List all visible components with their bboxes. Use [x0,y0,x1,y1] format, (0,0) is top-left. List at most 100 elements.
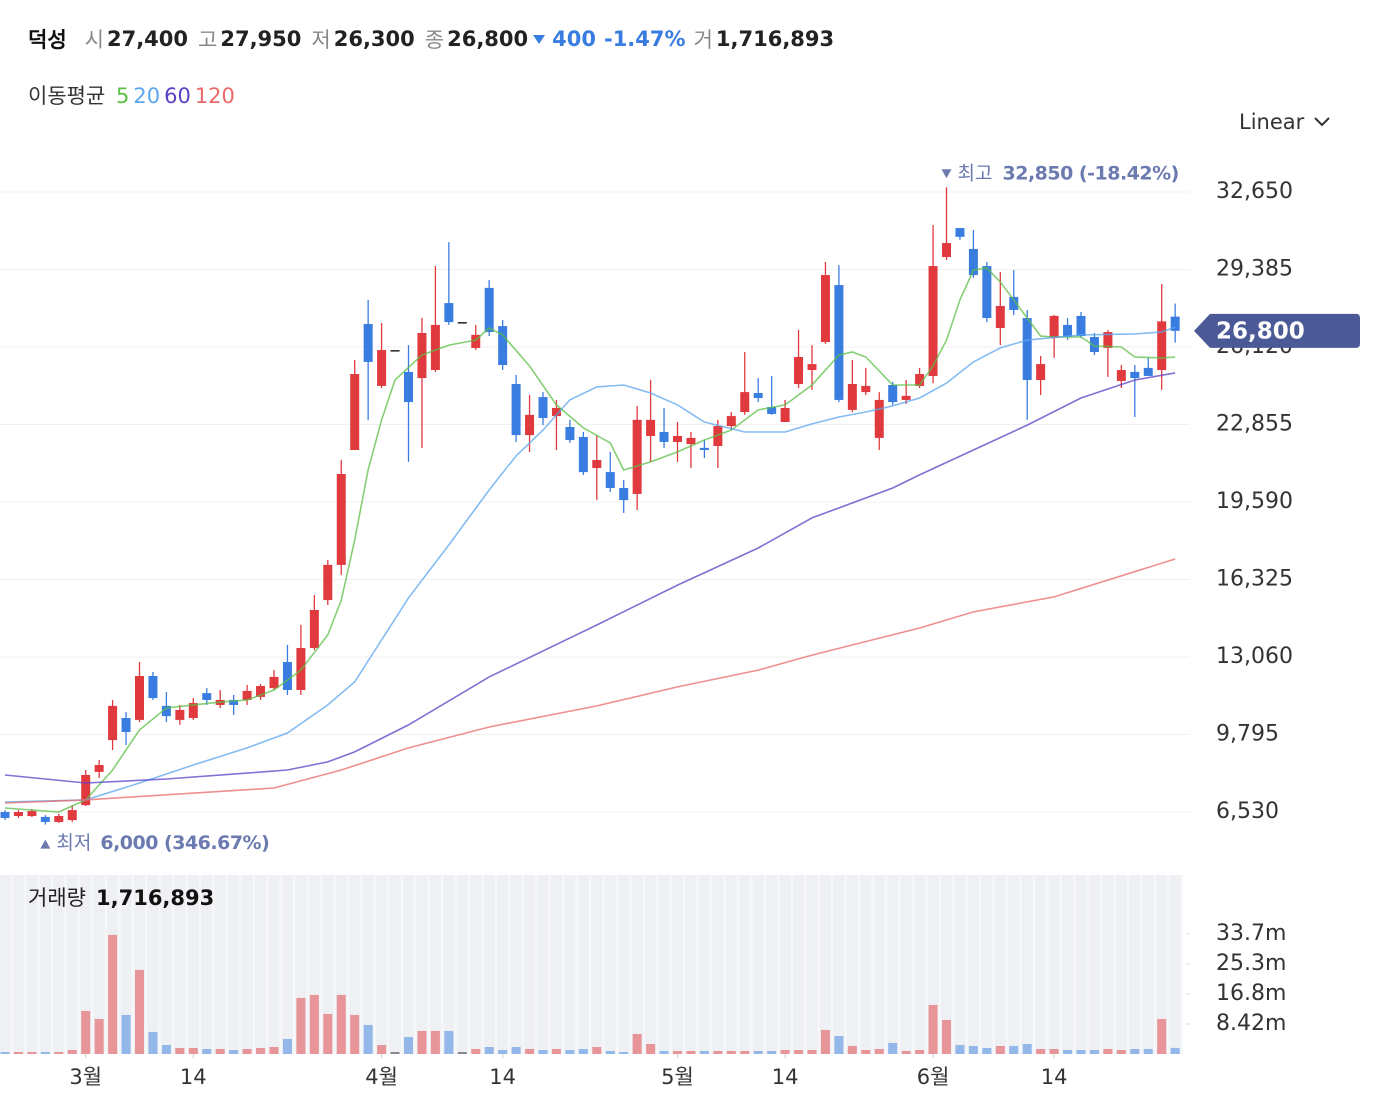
candle-body [350,374,360,451]
volume-slot [658,875,670,1054]
candle-body [148,675,158,699]
x-tick-label: 14 [1041,1065,1068,1089]
volume-bar [1036,1049,1046,1054]
volume-slot [268,875,280,1054]
volume-bar [229,1050,239,1054]
volume-slot [739,875,751,1054]
candle-body [323,564,333,601]
x-tick-label: 6월 [917,1065,950,1089]
volume-tick-label: 16.8m [1216,981,1286,1006]
candle-body [269,676,279,689]
volume-bar [336,994,346,1054]
candle-body [27,811,37,817]
high-text: 32,850 (-18.42%) [1003,163,1179,185]
volume-slot [147,875,159,1054]
volume-slot [322,875,334,1054]
legend-title: 이동평균 [28,84,106,108]
volume-bar [215,1049,225,1054]
scale-option[interactable]: Linear [1239,110,1305,134]
y-tick-label: 32,650 [1216,179,1293,204]
candle-body [511,384,521,436]
candle-body [955,228,965,237]
low-arrow [40,839,51,849]
candle-body [1143,367,1153,376]
candle-body [54,816,64,822]
candle-body [605,472,615,488]
volume-bar [632,1033,642,1054]
candle-body [659,431,669,442]
volume-slot [134,875,145,1054]
volume-slot [308,875,320,1054]
label: 고 [198,28,218,52]
high-label: 최고 [958,163,993,185]
scale-dropdown[interactable]: Linear [1239,110,1334,134]
candle-body [81,774,91,806]
volume-bar [619,1052,629,1054]
volume-bar [471,1049,481,1054]
volume-slot [80,875,92,1054]
volume-bar [646,1043,656,1054]
volume-slot [483,875,495,1054]
volume-slot [914,875,926,1054]
volume-slot [241,875,253,1054]
candle-body [0,812,10,818]
volume-bar [874,1049,884,1054]
volume-slot [26,875,38,1054]
volume-slot [873,875,885,1054]
volume-bar [955,1044,965,1054]
volume-bar [995,1045,1005,1054]
price-tag [1194,313,1360,348]
volume-bar [1063,1050,1073,1054]
volume-bar [1022,1043,1032,1054]
candle-body [229,699,239,705]
candle-body [861,385,871,393]
volume-tick-label: 25.3m [1216,951,1286,976]
candle-body [820,275,830,343]
ma-line [4,326,1176,803]
volume-slot [631,875,643,1054]
volume-bar [161,1044,171,1054]
volume-slot [443,875,455,1054]
volume-slot [66,875,78,1054]
candle-body [1130,371,1140,379]
volume-slot [967,875,979,1054]
volume-slot [160,875,172,1054]
candle-body [242,690,252,700]
volume-slot [1129,875,1141,1054]
volume-slot [228,875,240,1054]
volume-slot [564,875,576,1054]
volume-title: 거래량 [28,886,86,910]
volume-slot [376,875,388,1054]
candle-body [888,384,898,403]
candle-body [699,447,709,451]
volume-slot [39,875,51,1054]
volume-slot [1169,875,1181,1054]
volume-slot [981,875,993,1054]
volume-bar [794,1050,804,1054]
low-text: 6,000 (346.67%) [100,832,269,854]
volume-bar [565,1050,575,1054]
label: 시 [84,28,104,52]
label: 거 [693,28,713,52]
candle-body [471,334,481,348]
volume-bar [121,1014,131,1054]
volume-bar [780,1050,790,1054]
candle-body [188,703,198,719]
volume-bar [847,1045,857,1054]
legend-entry: 60 [164,84,191,108]
x-tick-label: 3월 [69,1065,102,1089]
volume-bar [417,1030,427,1054]
x-tick-label: 14 [180,1065,207,1089]
candle-body [67,810,77,821]
volume-slot [1102,875,1114,1054]
volume-slot [1115,875,1127,1054]
volume-slot [335,875,347,1054]
candle-body [161,705,171,717]
candle-body [135,675,144,720]
volume-slot [846,875,858,1054]
volume-slot [349,875,361,1054]
volume-bar [511,1047,521,1054]
y-tick-label: 22,855 [1216,411,1293,436]
volume-bar [457,1052,467,1054]
volume-bar [834,1035,844,1054]
